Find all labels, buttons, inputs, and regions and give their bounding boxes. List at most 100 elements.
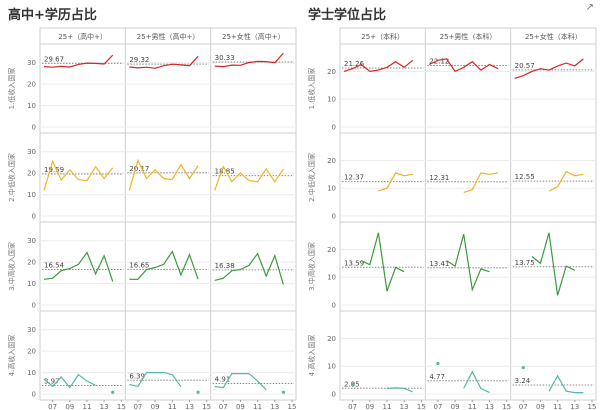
panel-title-bachelor: 学士学位占比 — [308, 8, 387, 23]
y-tick-label: 10 — [327, 274, 336, 282]
series-line — [514, 58, 584, 79]
x-tick-label: 13 — [400, 403, 409, 410]
x-tick-label: 13 — [100, 403, 109, 410]
series-line — [128, 158, 199, 191]
row-label: 3.中高收入国家 — [7, 242, 16, 291]
column-header: 25+男性（本科） — [440, 32, 497, 41]
series-line — [129, 55, 199, 69]
y-tick-label: 0 — [32, 213, 36, 221]
row-label: 4.高收入国家 — [7, 335, 16, 377]
series-line — [463, 370, 490, 394]
y-tick-label: 20 — [327, 335, 336, 343]
y-tick-label: 20 — [27, 170, 36, 178]
x-tick-label: 15 — [502, 403, 511, 410]
y-tick-label: 20 — [27, 259, 36, 267]
x-tick-label: 15 — [588, 403, 597, 410]
x-tick-label: 09 — [65, 403, 74, 410]
x-tick-label: 09 — [536, 403, 545, 410]
series-dot — [196, 390, 200, 394]
external-link-icon[interactable]: ↗ — [585, 2, 594, 13]
average-label: 18.85 — [215, 168, 235, 176]
row-label: 1.低收入国家 — [7, 68, 16, 110]
y-tick-label: 30 — [27, 326, 36, 334]
average-label: 16.38 — [215, 262, 235, 270]
x-tick-label: 07 — [219, 403, 228, 410]
x-tick-label: 11 — [253, 403, 262, 410]
series-line — [548, 374, 584, 394]
x-tick-label: 15 — [202, 403, 211, 410]
series-line — [378, 172, 413, 192]
row-label: 1.低收入国家 — [307, 68, 316, 110]
series-line — [214, 373, 267, 391]
series-dot — [281, 390, 286, 394]
series-line — [446, 234, 490, 292]
series-line — [429, 58, 499, 73]
series-dot — [436, 361, 440, 366]
x-tick-label: 09 — [151, 403, 160, 410]
series-line — [214, 165, 284, 191]
chart-frame — [39, 27, 297, 401]
y-tick-label: 0 — [332, 302, 336, 310]
series-dot — [111, 390, 115, 394]
average-label: 12.37 — [344, 174, 364, 182]
y-tick-label: 0 — [332, 213, 336, 221]
y-tick-label: 10 — [27, 369, 36, 377]
y-tick-label: 20 — [327, 246, 336, 254]
chart-high-school: 25+（高中+） 25+男性（高中+） 25+女性（高中+） 1.低收入国家 0 10 20… — [7, 27, 297, 410]
y-tick-label: 20 — [27, 81, 36, 89]
average-label: 16.54 — [44, 262, 65, 270]
x-tick-label: 15 — [417, 403, 426, 410]
y-tick-label: 30 — [27, 148, 36, 156]
x-tick-label: 09 — [365, 403, 374, 410]
average-label: 22.12 — [429, 58, 449, 66]
average-label: 13.59 — [344, 259, 364, 267]
average-label: 19.59 — [44, 166, 64, 174]
y-tick-label: 10 — [27, 280, 36, 288]
average-label: 16.65 — [129, 261, 149, 269]
average-label: 20.17 — [129, 165, 149, 173]
y-tick-label: 20 — [327, 157, 336, 165]
x-tick-label: 07 — [433, 403, 442, 410]
row-label: 4.高收入国家 — [307, 335, 316, 377]
series-line — [43, 54, 114, 68]
x-tick-label: 07 — [133, 403, 142, 410]
average-label: 3.24 — [515, 377, 531, 385]
x-tick-label: 15 — [117, 403, 126, 410]
column-header: 25+女性（本科） — [525, 32, 582, 41]
y-tick-label: 0 — [332, 391, 336, 399]
series-line — [386, 387, 413, 393]
y-tick-label: 10 — [327, 96, 336, 104]
x-tick-label: 13 — [185, 403, 194, 410]
x-tick-label: 13 — [270, 403, 279, 410]
column-header: 25+女性（高中+） — [222, 32, 285, 41]
y-tick-label: 10 — [327, 185, 336, 193]
y-tick-label: 30 — [27, 59, 36, 67]
x-tick-label: 11 — [553, 403, 562, 410]
average-label: 20.57 — [515, 62, 535, 70]
series-line — [214, 252, 284, 285]
average-label: 12.55 — [515, 173, 535, 181]
row-label: 2.中低收入国家 — [7, 153, 16, 202]
series-line — [548, 170, 584, 192]
y-tick-label: 20 — [27, 348, 36, 356]
series-dot — [350, 382, 355, 386]
series-line — [43, 373, 96, 389]
series-line — [463, 172, 499, 193]
column-header: 25+男性（高中+） — [137, 32, 200, 41]
series-line — [214, 52, 284, 68]
series-line — [43, 159, 114, 191]
series-line — [360, 232, 405, 292]
y-tick-label: 30 — [27, 237, 36, 245]
average-label: 4.77 — [429, 373, 445, 381]
average-label: 12.31 — [429, 174, 449, 182]
row-label: 3.中高收入国家 — [307, 242, 316, 291]
x-tick-label: 13 — [570, 403, 579, 410]
average-label: 29.32 — [129, 56, 149, 64]
average-label: 21.26 — [344, 60, 365, 68]
series-dot — [521, 366, 525, 370]
average-label: 13.75 — [515, 259, 535, 267]
y-tick-label: 0 — [32, 302, 36, 310]
series-line — [343, 59, 414, 73]
average-label: 4.91 — [215, 375, 231, 383]
average-label: 3.97 — [44, 377, 60, 385]
